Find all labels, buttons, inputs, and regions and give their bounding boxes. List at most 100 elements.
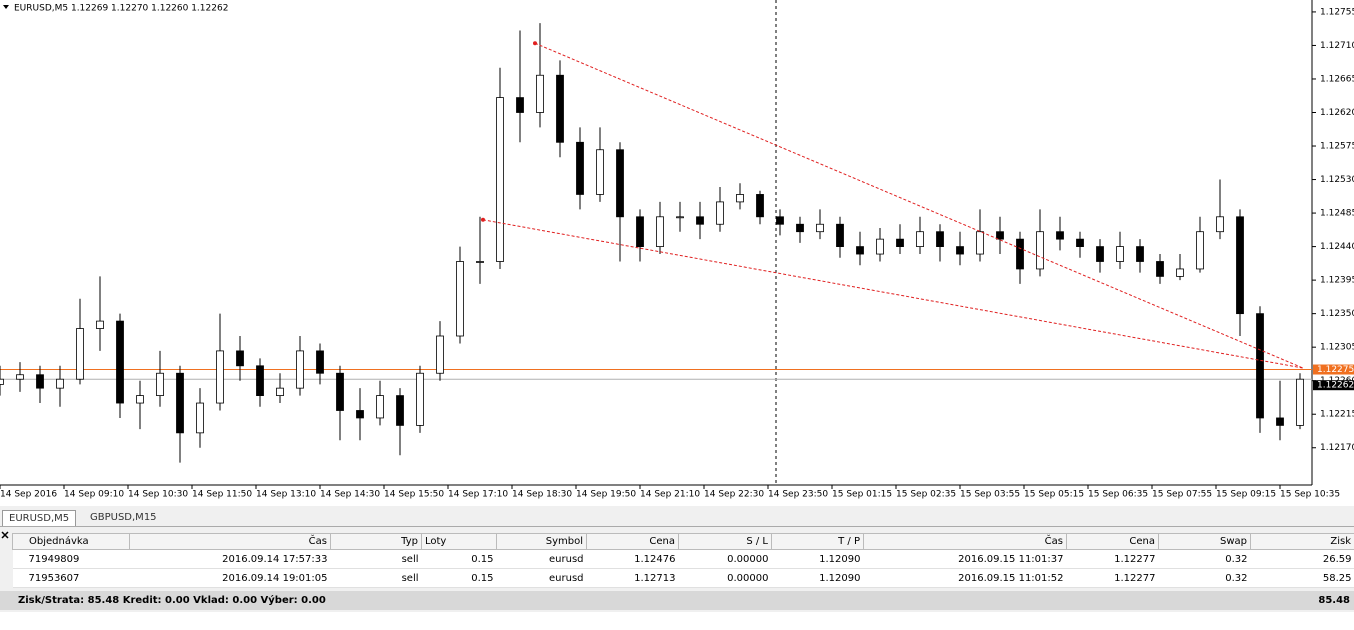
candle-body [397,396,404,426]
x-tick-label: 15 Sep 06:35 [1088,490,1148,500]
total: 85.48 [1318,591,1350,610]
cell: 0.32 [1159,550,1251,569]
candle-body [497,98,504,262]
cell: 2016.09.14 17:57:33 [130,550,331,569]
candle-body [817,224,824,231]
column-header: Typ [331,534,422,550]
candle-body [977,232,984,254]
x-tick-label: 15 Sep 05:15 [1024,490,1084,500]
cell: 26.59 [1251,550,1354,569]
candle-body [0,379,4,384]
x-tick-label: 15 Sep 01:15 [832,490,892,500]
candle-body [897,239,904,246]
y-tick-label: 1.12575 [1320,142,1354,152]
candle-body [1297,379,1304,425]
cell: eurusd [497,569,587,588]
cell: 1.12277 [1067,550,1159,569]
candle-body [1197,232,1204,269]
candle-body [1057,232,1064,239]
column-header: Cena [587,534,679,550]
candle-body [597,150,604,195]
column-header: Symbol [497,534,587,550]
candle-body [177,373,184,433]
y-tick-label: 1.12620 [1320,108,1354,118]
y-tick-label: 1.12305 [1320,343,1354,353]
page: EURUSD,M5 1.12269 1.12270 1.12260 1.1226… [0,0,1354,612]
y-tick-label: 1.12755 [1320,7,1354,17]
candle-body [97,321,104,328]
cell: 0.00000 [679,569,772,588]
cell: 58.25 [1251,569,1354,588]
cell: 1.12090 [772,569,864,588]
chart-title: EURUSD,M5 1.12269 1.12270 1.12260 1.1226… [14,4,228,14]
x-tick-label: 14 Sep 09:10 [64,490,124,500]
candle-body [577,142,584,194]
cell: 2016.09.14 19:01:05 [130,569,331,588]
y-tick-label: 1.12215 [1320,410,1354,420]
cell: 0.00000 [679,550,772,569]
candle-body [1237,217,1244,314]
x-tick-label: 14 Sep 19:50 [576,490,636,500]
x-tick-label: 14 Sep 13:10 [256,490,316,500]
x-tick-label: 14 Sep 21:10 [640,490,700,500]
cell: 2016.09.15 11:01:37 [864,550,1067,569]
cell: eurusd [497,550,587,569]
candle-body [1077,239,1084,246]
y-tick-label: 1.12530 [1320,175,1354,185]
candle-body [1257,314,1264,418]
candle-body [237,351,244,366]
column-header: S / L [679,534,772,550]
y-tick-label: 1.12170 [1320,443,1354,453]
cell: 1.12090 [772,550,864,569]
column-header: Čas [130,534,331,550]
candle-body [297,351,304,388]
x-tick-label: 15 Sep 09:15 [1216,490,1276,500]
candle-body [997,232,1004,239]
tab[interactable]: EURUSD,M5 [2,510,76,526]
candle-body [1017,239,1024,269]
candle-body [697,217,704,224]
candle-body [117,321,124,403]
candle-body [737,194,744,201]
candle-body [637,217,644,247]
candle-body [617,150,624,217]
candle-body [957,247,964,254]
column-header: Swap [1159,534,1251,550]
tab[interactable]: GBPUSD,M15 [84,510,163,525]
trade-marker [533,41,537,45]
candle-body [377,396,384,418]
cell: 1.12476 [587,550,679,569]
summary: Zisk/Strata: 85.48 Kredit: 0.00 Vklad: 0… [18,591,326,610]
candle-body [937,232,944,247]
candle-body [477,261,484,262]
x-tick-label: 14 Sep 2016 [0,490,57,500]
candle-body [277,388,284,395]
y-tick-label: 1.12395 [1320,276,1354,286]
column-header: Loty [422,534,497,550]
chart: EURUSD,M5 1.12269 1.12270 1.12260 1.1226… [0,0,1354,506]
candle-body [1037,232,1044,269]
cell: 71949809 [13,550,130,569]
x-tick-label: 15 Sep 02:35 [896,490,956,500]
candle-body [537,75,544,112]
column-header: Objednávka [13,534,130,550]
candle-body [1217,217,1224,232]
candle-body [357,410,364,417]
candle-body [917,232,924,247]
close-icon[interactable] [0,530,12,630]
x-tick-label: 14 Sep 23:50 [768,490,828,500]
x-tick-label: 14 Sep 22:30 [704,490,764,500]
cell: 71953607 [13,569,130,588]
x-tick-label: 14 Sep 18:30 [512,490,572,500]
cell: 1.12277 [1067,569,1159,588]
candle-body [217,351,224,403]
price-label: 1.12275 [1317,365,1354,375]
candle-body [137,396,144,403]
column-header: Zisk [1251,534,1354,550]
footer: Zisk/Strata: 85.48 Kredit: 0.00 Vklad: 0… [0,591,1354,610]
candle-body [1117,247,1124,262]
